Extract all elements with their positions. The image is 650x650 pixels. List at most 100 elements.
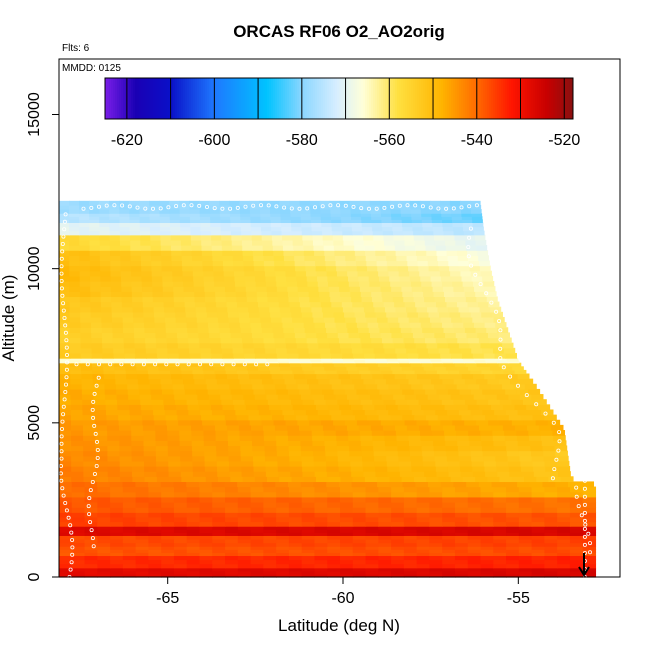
heatmap-cell (70, 383, 83, 390)
heatmap-cell (256, 362, 269, 367)
heatmap-cell (212, 265, 224, 272)
track-marker (582, 542, 587, 547)
heatmap-cell (454, 362, 467, 367)
heatmap-cell (506, 563, 520, 569)
heatmap-cell (544, 501, 558, 508)
heatmap-cell (119, 440, 133, 447)
heatmap-cell (448, 260, 460, 267)
heatmap-cell (176, 332, 189, 339)
heatmap-cell (314, 567, 328, 572)
heatmap-cell (135, 555, 150, 561)
heatmap-cell (263, 430, 277, 436)
heatmap-cell (122, 532, 137, 536)
heatmap-cell (378, 507, 392, 513)
heatmap-cell (139, 216, 151, 220)
heatmap-cell (316, 373, 329, 380)
heatmap-cell (234, 404, 247, 411)
heatmap-cell (263, 512, 277, 518)
heatmap-cell (531, 516, 545, 523)
heatmap-cell (288, 359, 301, 362)
heatmap-cell (431, 281, 443, 287)
heatmap-cell (90, 281, 101, 287)
heatmap-cell (398, 361, 410, 364)
heatmap-cell (315, 404, 329, 411)
heatmap-cell (227, 440, 241, 447)
heatmap-cell (59, 542, 73, 547)
heatmap-cell (250, 516, 264, 523)
heatmap-cell (144, 471, 157, 477)
heatmap-cell (121, 296, 133, 303)
heatmap-cell (416, 538, 431, 544)
heatmap-cell (103, 366, 115, 371)
heatmap-cell (144, 327, 156, 333)
heatmap-cell (340, 573, 354, 578)
heatmap-cell (518, 521, 533, 527)
heatmap-cell (506, 549, 520, 553)
heatmap-cell (199, 404, 212, 411)
heatmap-cell (290, 216, 302, 220)
heatmap-cell (372, 230, 384, 236)
heatmap-cell (269, 366, 281, 371)
heatmap-cell (234, 362, 247, 367)
heatmap-cell (231, 394, 244, 400)
heatmap-cell (392, 419, 406, 426)
heatmap-cell (270, 209, 281, 214)
heatmap-cell (569, 552, 584, 557)
heatmap-cell (311, 430, 325, 436)
heatmap-cell (178, 352, 191, 359)
heatmap-cell (362, 404, 375, 411)
heatmap-cell (382, 226, 393, 232)
heatmap-cell (345, 255, 357, 262)
heatmap-cell (406, 347, 418, 354)
heatmap-cell (582, 532, 597, 536)
track-marker (582, 502, 587, 507)
heatmap-cell (491, 342, 503, 349)
heatmap-cell (155, 435, 169, 441)
heatmap-cell (447, 466, 461, 472)
heatmap-cell (185, 306, 197, 313)
heatmap-cell (196, 311, 208, 318)
heatmap-cell (569, 538, 584, 544)
heatmap-cell (240, 222, 252, 228)
heatmap-cell (299, 301, 311, 308)
heatmap-cell (348, 435, 361, 441)
heatmap-cell (230, 222, 242, 228)
heatmap-cell (167, 440, 181, 447)
heatmap-cell (506, 538, 520, 544)
heatmap-cell (122, 570, 137, 575)
heatmap-cell (340, 570, 354, 575)
heatmap-cell (288, 358, 300, 361)
heatmap-cell (212, 559, 226, 565)
heatmap-cell (110, 555, 124, 561)
heatmap-cell (250, 219, 262, 224)
heatmap-cell (403, 559, 418, 565)
heatmap-cell (99, 222, 111, 228)
heatmap-cell (181, 250, 193, 256)
heatmap-cell (403, 549, 418, 553)
heatmap-cell (193, 286, 205, 292)
track-marker (63, 389, 68, 394)
heatmap-cell (357, 366, 370, 371)
heatmap-cell (320, 352, 332, 359)
heatmap-cell (71, 481, 86, 488)
track-marker (305, 206, 310, 211)
heatmap-cell (330, 209, 341, 214)
heatmap-cell (186, 501, 201, 508)
heatmap-cell (110, 501, 124, 508)
heatmap-cell (545, 471, 559, 477)
heatmap-cell (90, 322, 103, 328)
heatmap-cell (339, 200, 351, 206)
heatmap-cell (314, 507, 328, 513)
heatmap-cell (312, 445, 326, 452)
heatmap-cell (377, 265, 389, 272)
heatmap-cell (168, 358, 180, 361)
heatmap-cell (174, 306, 186, 313)
heatmap-cell (435, 337, 448, 344)
heatmap-cell (352, 546, 367, 550)
heatmap-cell (369, 332, 382, 339)
heatmap-cell (333, 388, 346, 395)
heatmap-cell (518, 555, 533, 561)
heatmap-cell (110, 532, 124, 536)
heatmap-cell (301, 460, 315, 467)
heatmap-cell (277, 358, 289, 361)
